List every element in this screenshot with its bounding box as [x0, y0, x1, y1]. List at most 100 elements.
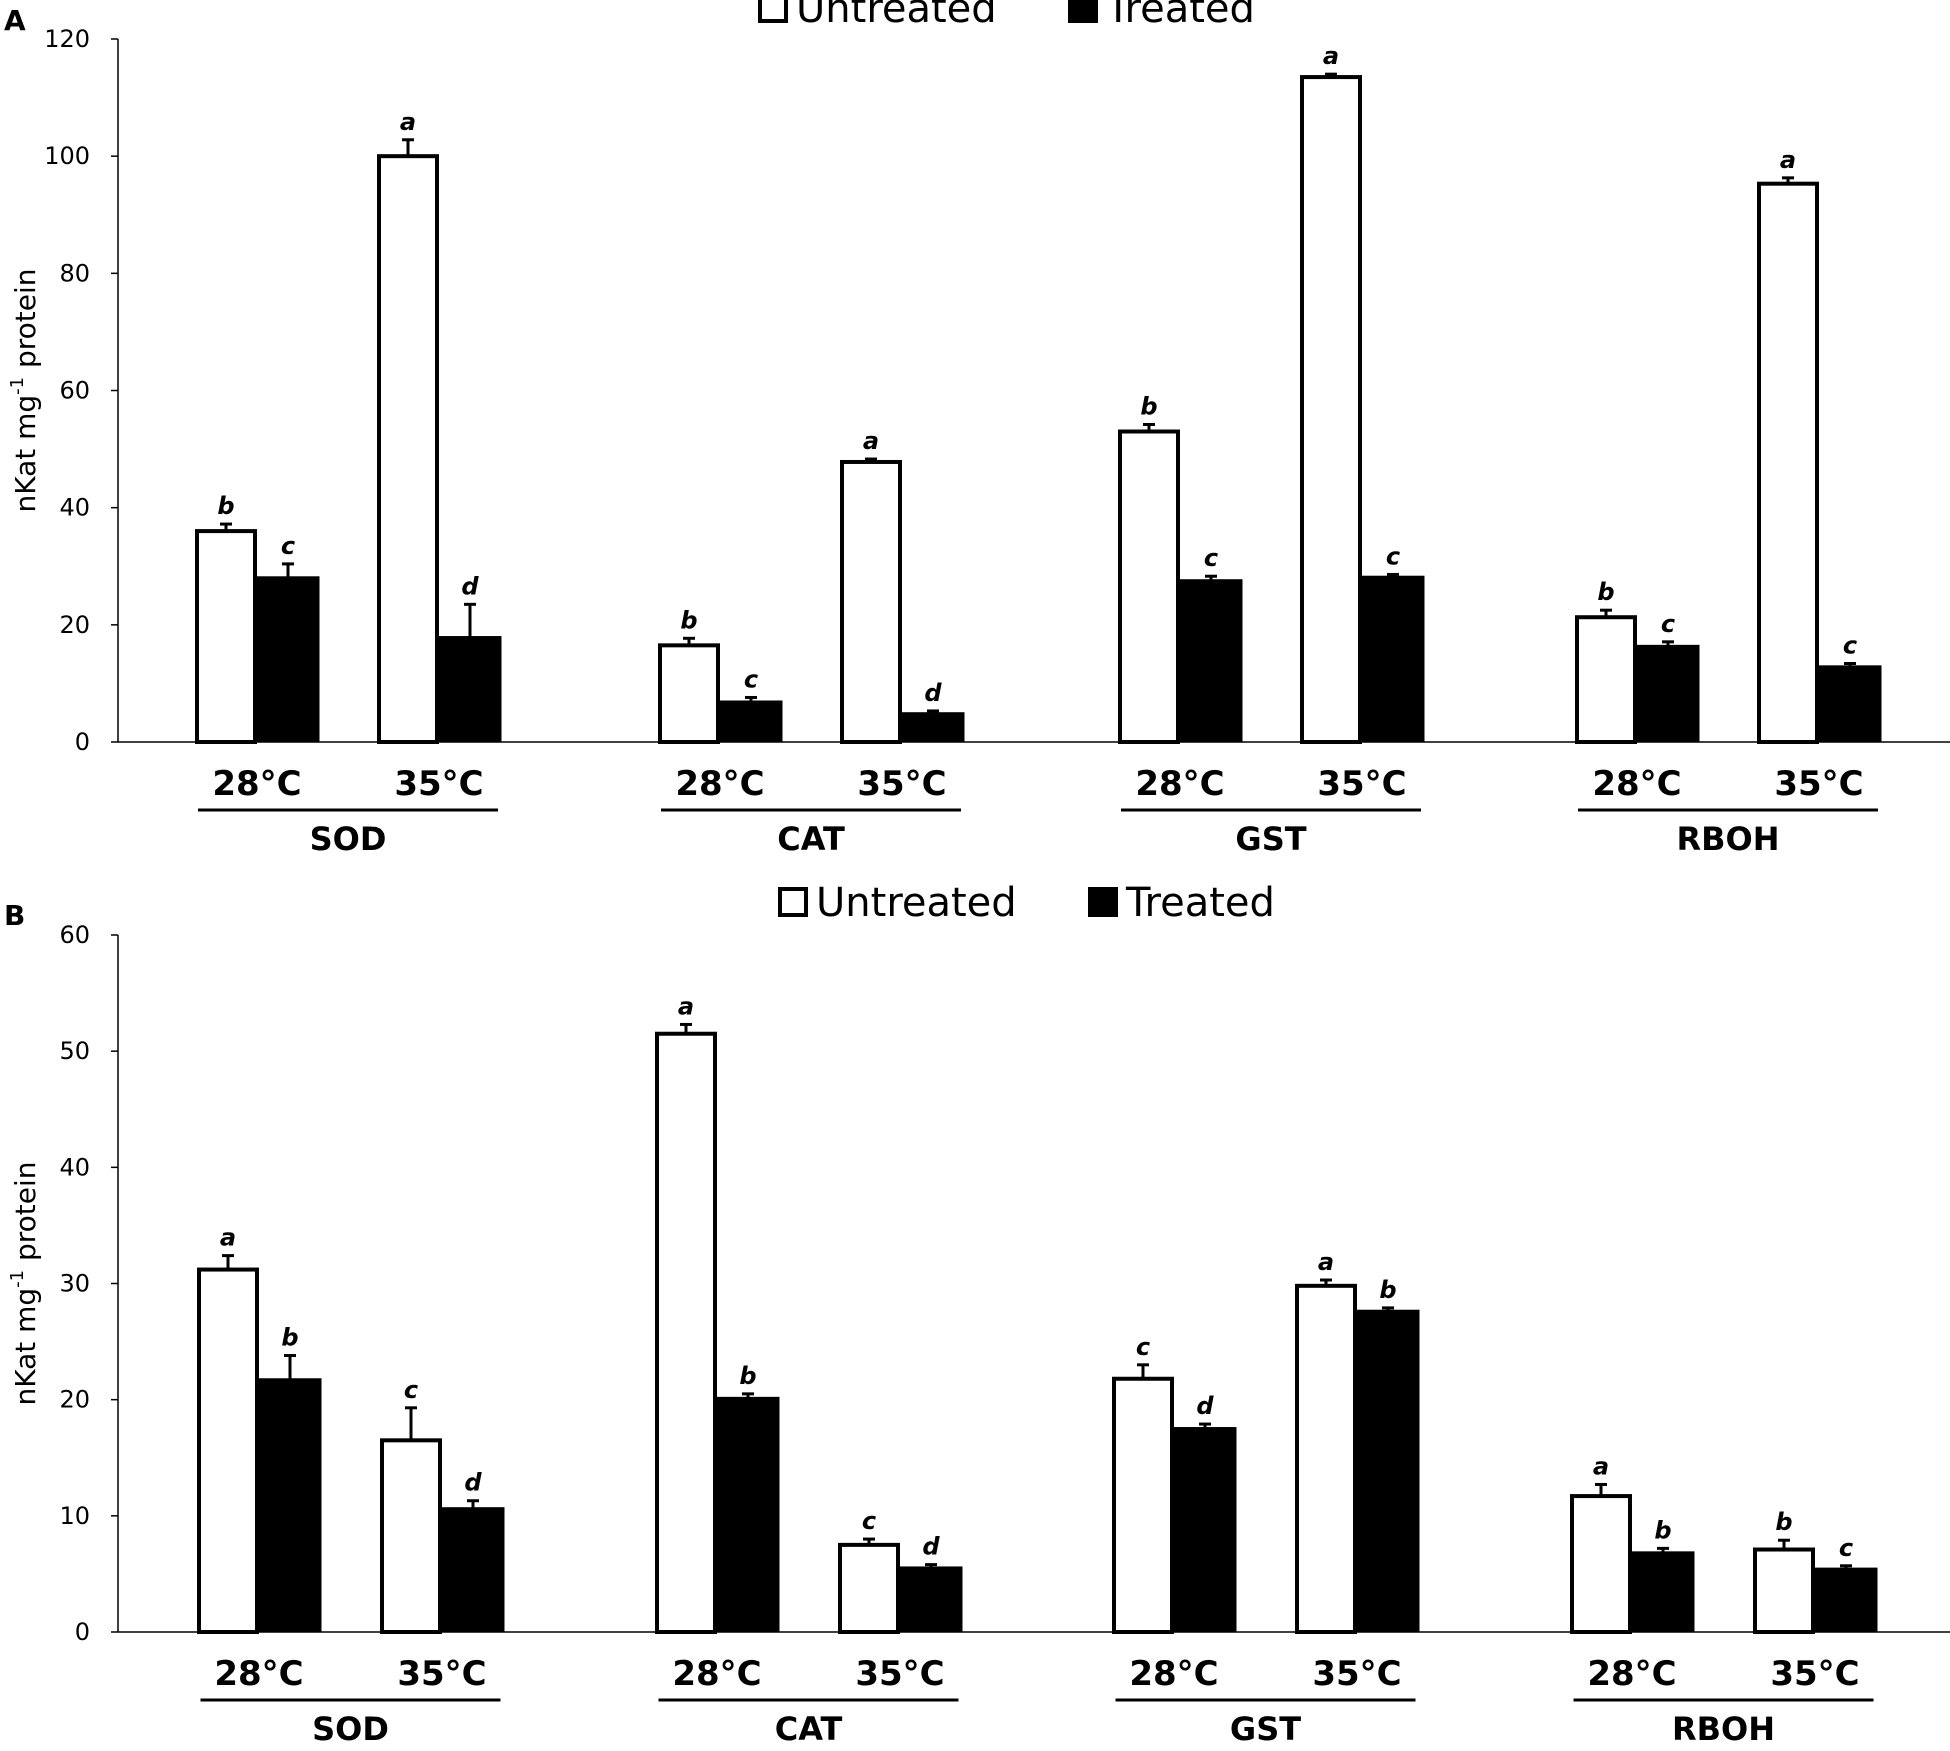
y-tick-label: 100: [44, 142, 90, 170]
y-axis-label: nKat mg-1 protein: [7, 268, 42, 512]
temperature-label: 28°C: [675, 764, 764, 804]
bar-treated-cat-0: [716, 1396, 780, 1633]
temperature-label: 28°C: [1129, 1654, 1218, 1694]
significance-letter: d: [1196, 1392, 1214, 1420]
legend-swatch-untreated: [778, 887, 808, 917]
bar-untreated-rboh-1: [1753, 1547, 1815, 1634]
temperature-label: 35°C: [1317, 764, 1406, 804]
y-axis-label: nKat mg-1 protein: [7, 1161, 42, 1405]
significance-letter: b: [217, 492, 234, 520]
bar-untreated-rboh-0: [1575, 615, 1637, 745]
significance-letter: c: [1661, 610, 1675, 638]
significance-letter: b: [739, 1362, 756, 1390]
panel-label: B: [4, 899, 25, 932]
y-tick-label: 50: [59, 1037, 90, 1065]
significance-letter: d: [461, 572, 479, 600]
bar-treated-gst-1: [1361, 575, 1425, 743]
significance-letter: a: [1318, 1248, 1334, 1276]
bar-untreated-cat-0: [655, 1031, 717, 1635]
legend: Untreated Treated: [778, 880, 1275, 926]
legend-label-treated: Treated: [1125, 880, 1275, 926]
y-tick-label: 60: [59, 921, 90, 949]
significance-letter: c: [1204, 544, 1218, 572]
bar-treated-rboh-0: [1631, 1551, 1695, 1633]
bar-untreated-gst-0: [1118, 429, 1180, 744]
bar-untreated-rboh-0: [1570, 1494, 1632, 1634]
bar-treated-gst-0: [1179, 579, 1243, 743]
bar-untreated-gst-0: [1112, 1376, 1174, 1635]
significance-letter: d: [464, 1469, 482, 1497]
group-label-sod: SOD: [310, 820, 387, 858]
y-tick-label: 0: [75, 1618, 90, 1646]
legend: Untreated Treated: [758, 0, 1255, 32]
bar-untreated-sod-0: [197, 1267, 259, 1635]
temperature-label: 35°C: [397, 1654, 486, 1694]
legend-label-treated: Treated: [1105, 0, 1255, 32]
bar-untreated-gst-1: [1295, 1283, 1357, 1635]
panel-label: A: [4, 4, 26, 37]
bar-treated-rboh-1: [1818, 665, 1882, 743]
y-tick-label: 60: [59, 377, 90, 405]
bar-untreated-sod-1: [377, 154, 439, 744]
bar-untreated-cat-1: [838, 1542, 900, 1634]
bar-treated-cat-0: [719, 700, 783, 743]
significance-letter: b: [281, 1324, 298, 1352]
significance-letter: b: [680, 606, 697, 634]
significance-letter: a: [863, 427, 879, 455]
significance-letter: a: [220, 1224, 236, 1252]
group-label-sod: SOD: [312, 1710, 389, 1746]
temperature-label: 35°C: [857, 764, 946, 804]
chart-panel-a: A Untreated Treated 0 20 40 60 80 100 120 nKat mg-…: [4, 0, 1950, 858]
bar-treated-rboh-1: [1814, 1567, 1878, 1633]
temperature-label: 35°C: [1312, 1654, 1401, 1694]
group-label-rboh: RBOH: [1676, 820, 1779, 858]
significance-letter: b: [1775, 1508, 1792, 1536]
significance-letter: a: [1593, 1452, 1609, 1480]
significance-letter: a: [1780, 146, 1796, 174]
y-tick-label: 120: [44, 25, 90, 53]
temperature-label: 28°C: [214, 1654, 303, 1694]
bar-treated-cat-1: [899, 1566, 963, 1633]
bar-untreated-sod-0: [195, 529, 257, 744]
group-label-gst: GST: [1230, 1710, 1301, 1746]
bar-treated-rboh-0: [1636, 644, 1700, 743]
y-tick-label: 10: [59, 1502, 90, 1530]
legend-label-untreated: Untreated: [796, 0, 997, 32]
y-tick-label: 30: [59, 1270, 90, 1298]
significance-letter: c: [281, 532, 295, 560]
group-label-rboh: RBOH: [1672, 1710, 1775, 1746]
bar-untreated-rboh-1: [1757, 181, 1819, 745]
group-cat: a b 28°C c d 35°C CAT: [655, 992, 963, 1748]
group-rboh: a b 28°C b c 35°C RBOH: [1570, 1452, 1878, 1748]
legend-swatch-treated: [1088, 887, 1118, 917]
significance-letter: c: [1843, 631, 1857, 659]
significance-letter: b: [1379, 1276, 1396, 1304]
group-label-gst: GST: [1235, 820, 1306, 858]
significance-letter: b: [1140, 392, 1157, 420]
y-tick-label: 40: [59, 494, 90, 522]
significance-letter: c: [862, 1507, 876, 1535]
bar-treated-gst-1: [1356, 1309, 1420, 1633]
legend-label-untreated: Untreated: [816, 880, 1017, 926]
significance-letter: d: [924, 679, 942, 707]
significance-letter: a: [1323, 42, 1339, 70]
bar-treated-sod-1: [441, 1507, 505, 1633]
group-rboh: b c 28°C a c 35°C RBOH: [1575, 146, 1882, 858]
temperature-label: 35°C: [1770, 1654, 1859, 1694]
bar-treated-gst-0: [1173, 1427, 1237, 1633]
significance-letter: c: [744, 665, 758, 693]
y-tick-label: 20: [59, 611, 90, 639]
legend-swatch-treated: [1068, 0, 1098, 23]
group-label-cat: CAT: [777, 820, 845, 858]
bar-untreated-gst-1: [1300, 75, 1362, 745]
temperature-label: 28°C: [672, 1654, 761, 1694]
legend-swatch-untreated: [758, 0, 788, 23]
significance-letter: a: [400, 108, 416, 136]
temperature-label: 28°C: [1135, 764, 1224, 804]
chart-panel-b: B Untreated Treated 0 10 20 30 40 50 60 nKat mg-1 …: [4, 880, 1950, 1748]
temperature-label: 35°C: [394, 764, 483, 804]
